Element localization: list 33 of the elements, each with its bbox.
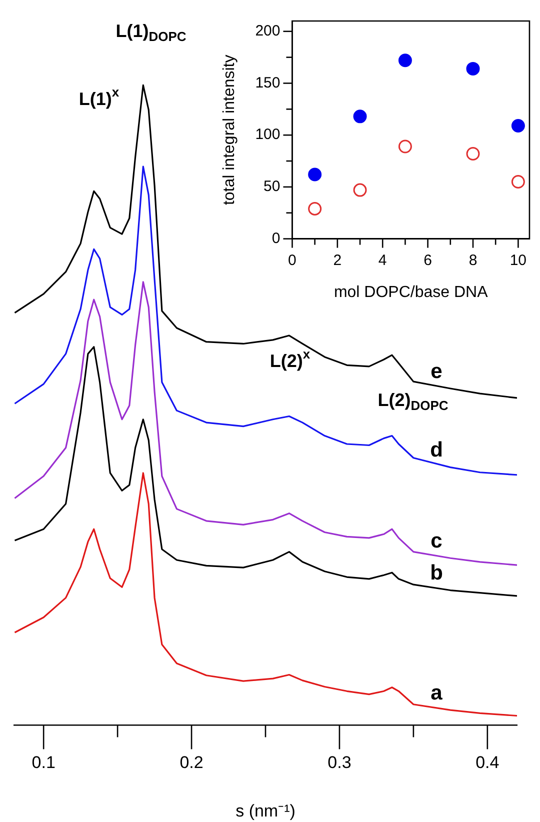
x-tick-label: 2	[333, 252, 342, 269]
x-tick-label: 0	[288, 252, 296, 269]
series-label: e	[430, 360, 442, 383]
point	[511, 175, 525, 189]
x-tick-label: 4	[378, 252, 387, 269]
series-label: b	[430, 562, 443, 585]
point	[308, 202, 322, 216]
y-tick-label: 100	[255, 126, 280, 144]
x-axis-title: s (nm⁻¹)	[236, 801, 296, 820]
y-axis-title: total integral intensity	[221, 54, 238, 206]
point	[353, 183, 367, 197]
y-tick-label: 200	[255, 22, 280, 40]
series-label: c	[430, 529, 443, 552]
x-tick-label: 6	[424, 252, 432, 269]
x-axis-title: mol DOPC/base DNA	[334, 284, 488, 301]
series-label: a	[430, 681, 443, 704]
x-tick-label: 10	[510, 252, 527, 269]
point	[398, 54, 412, 68]
x-tick-label: 0.3	[328, 753, 352, 772]
point	[466, 62, 480, 76]
x-tick-label: 8	[468, 252, 478, 269]
point	[511, 119, 525, 132]
y-tick-label: 150	[255, 74, 280, 92]
y-tick-label: 50	[264, 178, 280, 196]
point	[353, 110, 367, 124]
series-label: d	[430, 438, 443, 462]
x-tick-label: 0.4	[476, 753, 500, 772]
point	[466, 147, 480, 161]
y-tick-label: 0	[272, 230, 280, 247]
point	[308, 168, 322, 182]
x-tick-label: 0.2	[180, 753, 204, 772]
point	[398, 140, 412, 154]
x-tick-label: 0.1	[32, 753, 56, 772]
